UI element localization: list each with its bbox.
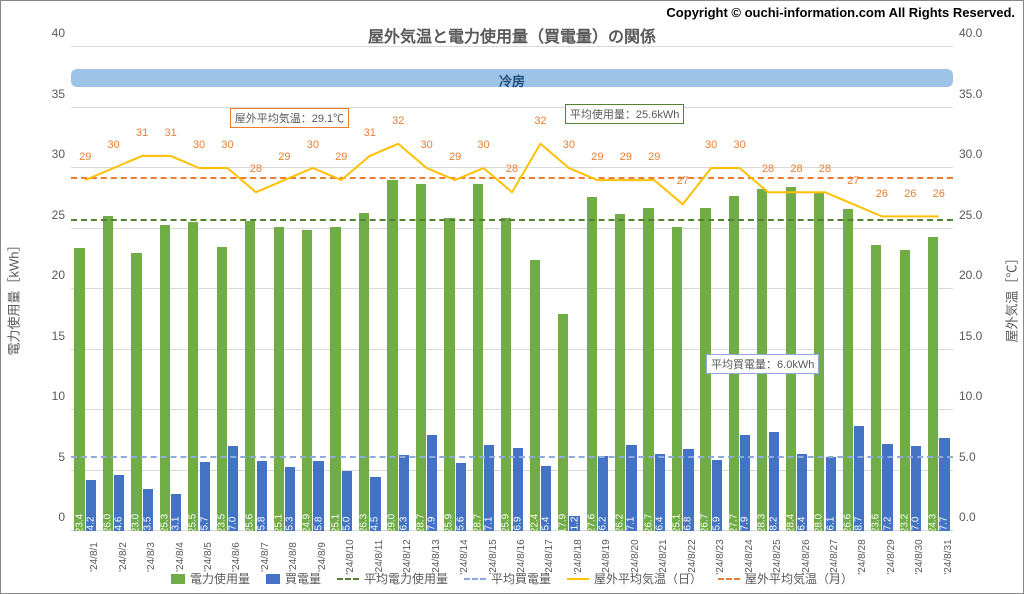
temp-point-label: 31 xyxy=(364,127,376,139)
temp-point-label: 28 xyxy=(762,163,774,175)
y-tick-right: 0.0 xyxy=(953,510,976,524)
temp-point-label: 28 xyxy=(250,163,262,175)
temp-point-label: 26 xyxy=(876,188,888,200)
chart-title: 屋外気温と電力使用量（買電量）の関係 xyxy=(1,23,1023,47)
y-tick-left: 35 xyxy=(52,87,71,101)
legend-temp-daily: 屋外平均気温（日） xyxy=(567,570,702,587)
x-tick: '24/8/8 xyxy=(284,542,299,572)
x-tick: '24/8/2 xyxy=(114,542,129,572)
temp-point-label: 31 xyxy=(164,127,176,139)
legend-avg-purchase: 平均買電量 xyxy=(464,570,551,587)
temp-point-label: 29 xyxy=(335,151,347,163)
legend-temp-monthly: 屋外平均気温（月） xyxy=(718,570,853,587)
y-tick-right: 10.0 xyxy=(953,389,982,403)
y-tick-left: 20 xyxy=(52,268,71,282)
temp-point-label: 31 xyxy=(136,127,148,139)
temp-point-label: 28 xyxy=(506,163,518,175)
temp-point-label: 27 xyxy=(677,175,689,187)
y-tick-left: 15 xyxy=(52,329,71,343)
temp-point-label: 30 xyxy=(705,139,717,151)
y-tick-left: 40 xyxy=(52,26,71,40)
legend-avg-usage: 平均電力使用量 xyxy=(337,570,448,587)
temp-point-label: 32 xyxy=(392,115,404,127)
temp-point-label: 30 xyxy=(421,139,433,151)
y-tick-right: 5.0 xyxy=(953,450,976,464)
y-tick-right: 30.0 xyxy=(953,147,982,161)
y-tick-right: 40.0 xyxy=(953,26,982,40)
x-tick: '24/8/7 xyxy=(256,542,271,572)
callout-temp: 屋外平均気温：29.1℃ xyxy=(230,108,349,128)
y-tick-right: 25.0 xyxy=(953,208,982,222)
temp-point-label: 29 xyxy=(79,151,91,163)
temp-point-label: 30 xyxy=(477,139,489,151)
x-tick: '24/8/3 xyxy=(142,542,157,572)
legend: 電力使用量 買電量 平均電力使用量 平均買電量 屋外平均気温（日） 屋外平均気温… xyxy=(1,570,1023,587)
temp-point-label: 29 xyxy=(620,151,632,163)
temp-point-label: 29 xyxy=(278,151,290,163)
temp-point-label: 26 xyxy=(904,188,916,200)
temp-point-label: 27 xyxy=(847,175,859,187)
y-tick-left: 5 xyxy=(58,450,71,464)
plot-area: 00.055.01010.01515.02020.02525.03030.035… xyxy=(71,47,953,531)
temp-point-label: 28 xyxy=(790,163,802,175)
temp-line xyxy=(71,47,953,531)
legend-purchase: 買電量 xyxy=(266,570,321,587)
x-tick: '24/8/6 xyxy=(227,542,242,572)
x-tick: '24/8/4 xyxy=(171,542,186,572)
chart-container: Copyright © ouchi-information.com All Ri… xyxy=(0,0,1024,594)
temp-point-label: 29 xyxy=(449,151,461,163)
temp-point-label: 30 xyxy=(108,139,120,151)
x-tick: '24/8/1 xyxy=(85,542,100,572)
temp-point-label: 30 xyxy=(221,139,233,151)
temp-point-label: 30 xyxy=(193,139,205,151)
y-tick-left: 25 xyxy=(52,208,71,222)
callout-purchase: 平均買電量：6.0kWh xyxy=(706,354,819,374)
temp-point-label: 30 xyxy=(307,139,319,151)
y-tick-left: 10 xyxy=(52,389,71,403)
copyright-text: Copyright © ouchi-information.com All Ri… xyxy=(666,5,1015,20)
temp-point-label: 32 xyxy=(534,115,546,127)
y-axis-left-label: 電力使用量［kWh］ xyxy=(4,238,23,355)
x-tick: '24/8/5 xyxy=(199,542,214,572)
callout-usage: 平均使用量：25.6kWh xyxy=(565,104,684,124)
temp-point-label: 30 xyxy=(733,139,745,151)
y-tick-right: 35.0 xyxy=(953,87,982,101)
y-tick-right: 15.0 xyxy=(953,329,982,343)
temp-point-label: 26 xyxy=(933,188,945,200)
temp-point-label: 29 xyxy=(591,151,603,163)
y-axis-right-label: 屋外気温［℃］ xyxy=(1002,251,1021,342)
legend-usage: 電力使用量 xyxy=(171,570,250,587)
y-tick-left: 0 xyxy=(58,510,71,524)
x-tick: '24/8/9 xyxy=(313,542,328,572)
y-tick-right: 20.0 xyxy=(953,268,982,282)
temp-point-label: 28 xyxy=(819,163,831,175)
y-tick-left: 30 xyxy=(52,147,71,161)
temp-point-label: 29 xyxy=(648,151,660,163)
temp-point-label: 30 xyxy=(563,139,575,151)
